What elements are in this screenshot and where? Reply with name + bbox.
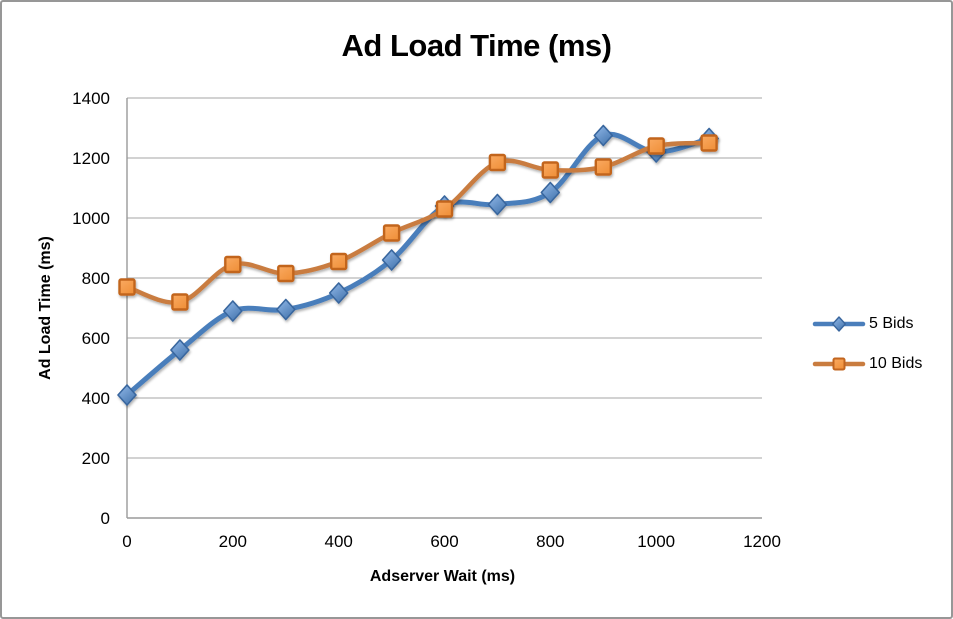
y-tick-label: 0 xyxy=(101,509,110,528)
data-point-marker xyxy=(541,161,559,179)
data-point-marker xyxy=(435,200,454,218)
y-tick-label: 200 xyxy=(82,449,110,468)
legend-item-5-bids: 5 Bids xyxy=(812,311,922,337)
data-point-marker xyxy=(381,249,402,271)
x-tick-label: 800 xyxy=(536,532,564,551)
data-point-marker xyxy=(330,252,348,271)
x-tick-label: 0 xyxy=(122,532,131,551)
y-tick-labels: 0 200 400 600 800 1000 1200 1400 xyxy=(72,89,110,528)
data-point-marker xyxy=(223,300,243,322)
data-point-marker xyxy=(647,137,665,155)
data-point-marker xyxy=(487,193,508,216)
data-point-marker xyxy=(277,264,295,283)
data-point-marker xyxy=(328,282,349,304)
data-point-marker xyxy=(224,255,242,274)
x-axis-title: Adserver Wait (ms) xyxy=(369,568,516,585)
data-point-marker xyxy=(171,293,189,311)
x-tick-label: 1200 xyxy=(743,532,781,551)
chart-title: Ad Load Time (ms) xyxy=(341,28,612,63)
y-tick-label: 1200 xyxy=(72,149,110,168)
legend-item-10-bids: 10 Bids xyxy=(812,351,922,377)
data-point-marker xyxy=(593,124,614,147)
series-line-10-bids xyxy=(124,140,712,305)
legend-label-5-bids: 5 Bids xyxy=(869,315,914,332)
data-point-marker xyxy=(118,278,136,296)
legend-swatch-5-bids xyxy=(812,316,866,332)
data-point-marker xyxy=(540,181,561,204)
legend: 5 Bids 10 Bids xyxy=(812,311,922,391)
data-point-marker xyxy=(170,339,190,361)
x-tick-label: 200 xyxy=(219,532,247,551)
data-point-marker xyxy=(594,158,612,176)
data-point-marker xyxy=(276,298,296,321)
gridlines xyxy=(127,97,762,459)
data-point-marker xyxy=(382,224,401,242)
legend-swatch-10-bids xyxy=(812,357,866,371)
y-tick-label: 1400 xyxy=(72,89,110,108)
series-5-bids xyxy=(117,124,719,406)
x-tick-labels: 0 200 400 600 800 1000 1200 xyxy=(122,532,781,551)
y-tick-label: 600 xyxy=(82,329,110,348)
legend-label-10-bids: 10 Bids xyxy=(869,355,923,372)
data-point-marker xyxy=(117,384,137,406)
x-tick-label: 600 xyxy=(430,532,458,551)
x-tick-label: 1000 xyxy=(637,532,675,551)
y-tick-label: 1000 xyxy=(72,209,110,228)
data-point-marker xyxy=(700,134,718,152)
data-point-marker xyxy=(488,153,507,172)
series-10-bids xyxy=(118,134,718,311)
y-axis-title: Ad Load Time (ms) xyxy=(37,236,54,380)
data-point-marker xyxy=(832,316,846,332)
data-point-marker xyxy=(832,357,846,371)
y-tick-label: 400 xyxy=(82,389,110,408)
series-line-5-bids xyxy=(124,131,712,398)
x-tick-label: 400 xyxy=(325,532,353,551)
y-tick-label: 800 xyxy=(82,269,110,288)
